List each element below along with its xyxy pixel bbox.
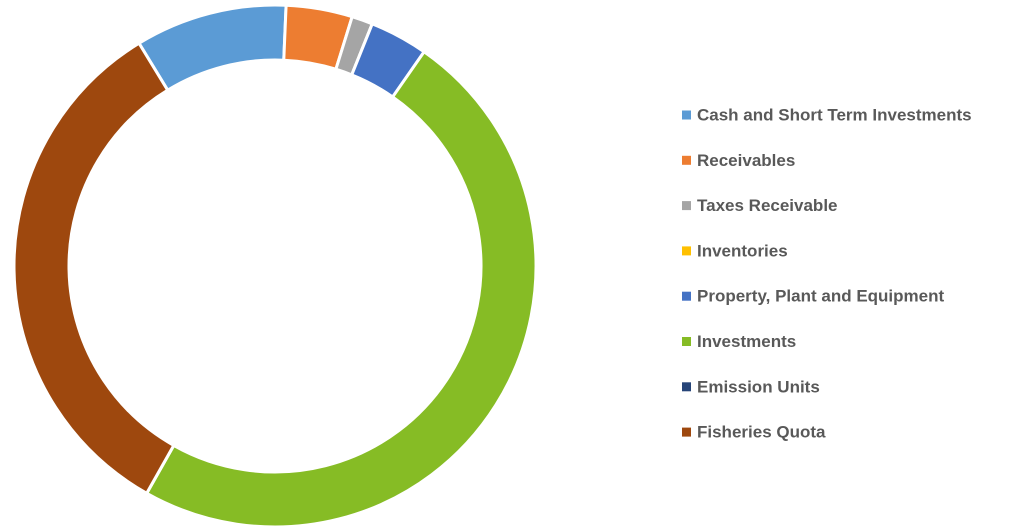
legend-label: Cash and Short Term Investments [697, 105, 972, 124]
legend-swatch [682, 382, 691, 392]
legend-swatch [682, 246, 691, 256]
legend-label: Investments [697, 332, 796, 351]
legend-swatch [682, 337, 691, 346]
legend-label: Taxes Receivable [697, 196, 838, 215]
legend-swatch [682, 201, 691, 211]
legend-swatch [682, 110, 691, 120]
donut-slice [12, 41, 176, 496]
legend-label: Property, Plant and Equipment [697, 287, 944, 306]
legend-label: Emission Units [697, 377, 820, 396]
legend-swatch [682, 291, 691, 301]
legend-swatch [682, 427, 691, 437]
donut-slice [144, 49, 538, 528]
legend-swatch [682, 155, 691, 165]
legend-label: Receivables [697, 151, 795, 170]
legend-label: Fisheries Quota [697, 423, 826, 442]
legend-label: Inventories [697, 241, 788, 260]
